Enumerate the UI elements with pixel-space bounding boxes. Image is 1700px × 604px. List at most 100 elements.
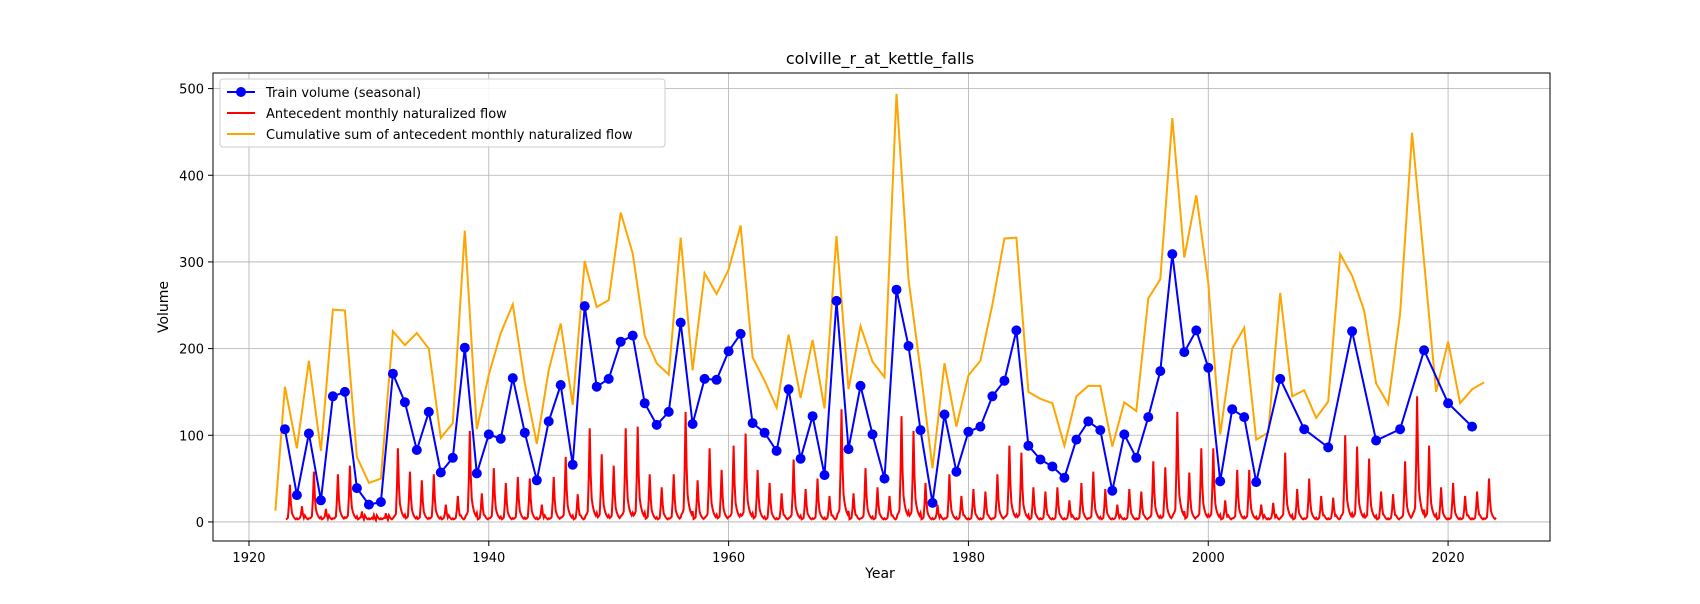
train-volume-point	[1107, 485, 1118, 496]
x-tick-label: 2020	[1432, 551, 1465, 566]
train-volume-point	[279, 424, 290, 435]
y-tick-label: 0	[196, 516, 204, 531]
train-volume-point	[339, 386, 350, 397]
y-tick-label: 300	[179, 256, 204, 271]
train-volume-point	[1239, 412, 1250, 423]
train-volume-point	[915, 425, 926, 436]
x-tick-label: 2000	[1192, 551, 1225, 566]
y-tick-label: 100	[179, 429, 204, 444]
train-volume-point	[903, 341, 914, 351]
train-volume-point	[891, 284, 902, 295]
train-volume-point	[303, 428, 314, 439]
x-axis-ticks: 1920 1940 1960 1980 2000 2020	[232, 541, 1465, 566]
train-volume-point	[615, 336, 626, 347]
plot-frame	[212, 72, 1551, 542]
train-volume-point	[975, 421, 986, 432]
chart-title: colville_r_at_kettle_falls	[786, 49, 974, 69]
train-volume-point	[831, 295, 842, 306]
x-tick-label: 1980	[952, 551, 985, 566]
legend-label: Train volume (seasonal)	[265, 86, 421, 101]
train-volume-point	[495, 433, 506, 444]
train-volume-point	[663, 406, 674, 417]
x-tick-label: 1940	[472, 551, 505, 566]
train-volume-point	[543, 416, 554, 427]
train-volume-point	[1299, 424, 1310, 435]
train-volume-point	[1419, 345, 1430, 356]
train-volume-point	[315, 495, 326, 506]
train-volume-point	[1323, 442, 1334, 453]
train-volume-point	[651, 419, 662, 430]
train-volume-point	[1011, 325, 1022, 336]
legend-item: Cumulative sum of antecedent monthly nat…	[227, 128, 633, 143]
train-volume-point	[675, 317, 686, 328]
train-volume-point	[963, 426, 974, 437]
train-volume-point	[1467, 421, 1478, 432]
legend-label: Cumulative sum of antecedent monthly nat…	[266, 128, 633, 143]
train-volume-point	[699, 373, 710, 384]
train-volume-point	[687, 419, 698, 429]
train-volume-point	[639, 398, 650, 409]
train-volume-point	[843, 444, 854, 455]
train-volume-point	[1131, 452, 1142, 463]
train-volume-point	[375, 497, 386, 507]
monthly-flow-line	[285, 396, 1497, 523]
train-volume-point	[1275, 373, 1286, 384]
legend-box	[219, 78, 666, 148]
cumulative-sum-line	[274, 93, 1485, 511]
series-train-volume	[279, 249, 1478, 510]
train-volume-point	[1371, 435, 1382, 446]
train-volume-point	[507, 373, 518, 384]
train-volume-point	[879, 473, 890, 484]
y-tick-label: 400	[179, 169, 204, 184]
series-cumulative-sum	[274, 93, 1485, 511]
train-volume-point	[363, 499, 374, 510]
train-volume-point	[855, 380, 866, 391]
train-volume-point	[1083, 416, 1094, 427]
train-volume-point	[1155, 366, 1166, 377]
train-volume-point	[1191, 325, 1202, 336]
legend-item: Antecedent monthly naturalized flow	[227, 107, 507, 122]
train-volume-point	[1023, 440, 1034, 451]
train-volume-point	[1119, 429, 1130, 440]
train-volume-point	[1167, 249, 1178, 260]
train-volume-point	[771, 445, 782, 456]
train-volume-point	[591, 381, 602, 392]
train-volume-point	[987, 391, 998, 402]
y-tick-label: 500	[179, 83, 204, 98]
train-volume-point	[387, 368, 398, 379]
train-volume-point	[1395, 424, 1406, 435]
legend-item: Train volume (seasonal)	[227, 86, 421, 101]
train-volume-point	[999, 375, 1010, 386]
train-volume-point	[951, 466, 962, 477]
train-volume-point	[627, 330, 638, 341]
legend-marker	[236, 87, 246, 97]
train-volume-point	[1227, 404, 1238, 415]
train-volume-point	[939, 409, 950, 420]
y-axis-ticks: 0 100 200 300 400 500	[179, 83, 213, 531]
train-volume-point	[1347, 326, 1358, 337]
train-volume-point	[459, 342, 470, 353]
train-volume-point	[603, 373, 614, 384]
train-volume-point	[447, 452, 458, 463]
train-volume-point	[1071, 434, 1082, 445]
y-tick-label: 200	[179, 343, 204, 358]
train-volume-point	[1095, 425, 1106, 436]
legend-label: Antecedent monthly naturalized flow	[266, 107, 507, 122]
train-volume-point	[747, 418, 758, 429]
train-volume-line	[283, 253, 1473, 506]
x-axis-label: Year	[864, 566, 895, 582]
train-volume-point	[1179, 347, 1190, 358]
train-volume-point	[411, 445, 422, 455]
train-volume-point	[867, 429, 878, 440]
train-volume-point	[483, 429, 494, 440]
train-volume-point	[423, 406, 434, 417]
series-antecedent-monthly-flow	[285, 396, 1497, 523]
train-volume-point	[519, 427, 530, 438]
train-volume-point	[531, 475, 542, 486]
train-volume-point	[579, 301, 590, 312]
train-volume-point	[1143, 412, 1154, 423]
train-volume-point	[327, 391, 338, 402]
train-volume-point	[807, 411, 818, 422]
train-volume-point	[1251, 477, 1262, 488]
